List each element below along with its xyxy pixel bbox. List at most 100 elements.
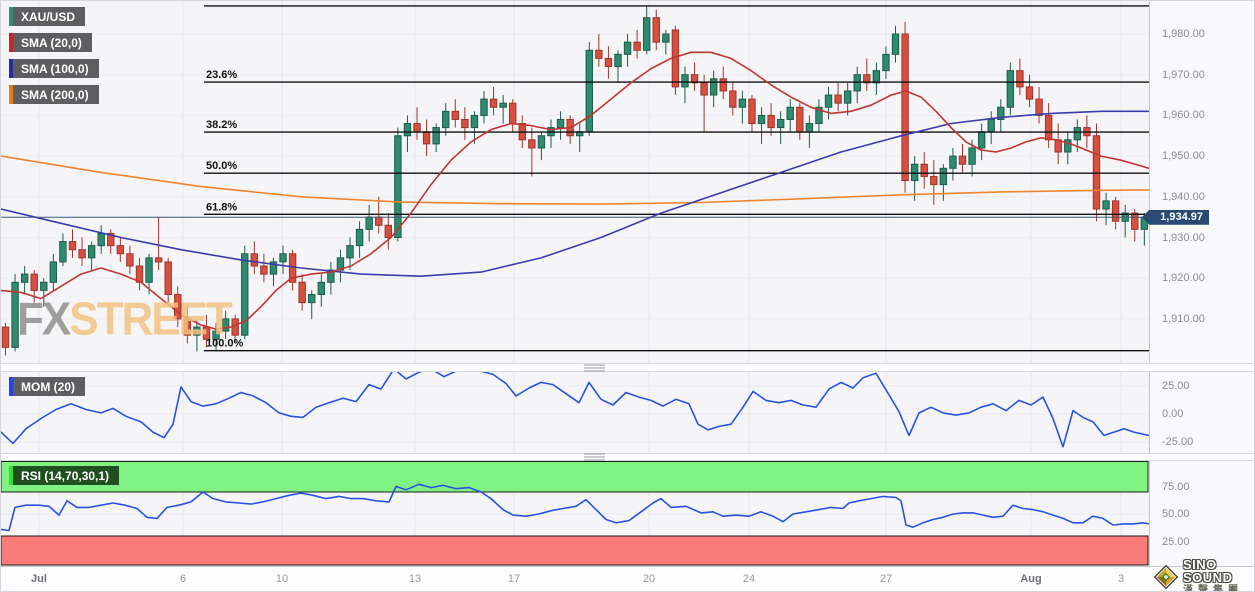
axis-tick-label: 1,980.00 <box>1162 28 1205 40</box>
candle-body <box>767 114 775 129</box>
price-pane[interactable]: 23.6% 38.2% 50.0% 61.8% 100.0% <box>1 1 1149 363</box>
price-axis[interactable]: 1,980.00 1,970.00 1,960.00 1,950.00 1,940.00… <box>1149 1 1254 566</box>
candle-body <box>872 70 881 84</box>
candle-body <box>681 74 689 88</box>
time-axis-label: 6 <box>179 573 187 585</box>
axis-tick-label: 1,940.00 <box>1162 190 1205 203</box>
momentum-color-bar <box>9 377 13 396</box>
legend-item-sma100[interactable]: SMA (100,0) <box>9 59 99 78</box>
candle-body <box>432 127 440 145</box>
sma20-label: SMA (20,0) <box>21 36 82 50</box>
momentum-pane[interactable] <box>1 372 1149 453</box>
rsi-line <box>1 483 1149 532</box>
time-axis-label: Jul <box>31 573 47 585</box>
fib-label: 23.6% <box>206 69 237 81</box>
candle-body <box>891 33 900 55</box>
candle-body <box>451 110 459 120</box>
fib-label: 50.0% <box>206 160 237 172</box>
candle-body <box>1092 135 1101 210</box>
time-axis-label: 13 <box>408 573 422 585</box>
candle-body <box>824 94 833 108</box>
candle-body <box>796 106 804 133</box>
momentum-chart[interactable] <box>1 372 1149 453</box>
candle-body <box>843 90 852 104</box>
candle-body <box>997 106 1005 120</box>
candle-body <box>384 224 393 238</box>
time-axis-label: 27 <box>879 573 893 585</box>
sino-sound-logo-icon <box>1153 564 1179 590</box>
time-axis[interactable]: Jul 6 10 13 17 20 24 27 Aug 3 <box>1 566 1254 591</box>
fib-label: 61.8% <box>206 201 237 213</box>
time-axis-label: 20 <box>642 573 656 585</box>
candle-body <box>1035 98 1043 116</box>
axis-tick-label: 0.00 <box>1162 408 1184 420</box>
legend-item-symbol[interactable]: XAU/USD <box>9 7 86 26</box>
candle-body <box>145 257 153 283</box>
legend-item-sma20[interactable]: SMA (20,0) <box>9 33 92 52</box>
sma100-color-bar <box>9 59 13 78</box>
time-axis-label: 17 <box>507 573 521 585</box>
fib-label: 38.2% <box>206 119 237 131</box>
fib-label: 100.0% <box>206 338 244 350</box>
candle-body <box>958 155 967 165</box>
candle-body <box>499 102 507 108</box>
candle-body <box>1102 200 1110 210</box>
candle-body <box>882 53 890 72</box>
momentum-legend-item[interactable]: MOM (20) <box>9 377 85 396</box>
rsi-legend-item[interactable]: RSI (14,70,30,1) <box>9 466 120 485</box>
candle-body <box>690 74 699 84</box>
rsi-color-bar <box>9 466 13 485</box>
candle-body <box>480 98 488 116</box>
candle-body <box>910 163 919 182</box>
rsi-overbought-zone <box>1 461 1149 493</box>
pane-separator <box>1 453 1254 461</box>
candle-body <box>403 123 412 137</box>
candle-body <box>1 326 10 348</box>
axis-tick-label: -25.00 <box>1162 436 1194 449</box>
candle-body <box>221 318 230 332</box>
sma100-label: SMA (100,0) <box>21 62 89 76</box>
candle-body <box>1073 127 1082 141</box>
candle-body <box>126 253 134 267</box>
momentum-label: MOM (20) <box>21 380 75 394</box>
rsi-chart[interactable] <box>1 461 1149 566</box>
time-axis-label: Aug <box>1020 573 1042 585</box>
candle-body <box>40 281 48 291</box>
candle-body <box>78 249 86 259</box>
pane-resize-handle[interactable] <box>584 453 605 461</box>
current-price-badge: 1,934.97 <box>1142 209 1209 225</box>
candlestick-chart[interactable]: 23.6% 38.2% 50.0% 61.8% 100.0% <box>1 1 1149 363</box>
candle-body <box>815 106 823 125</box>
candle-body <box>1006 70 1015 108</box>
time-axis-label: 3 <box>1117 573 1125 585</box>
candle-body <box>1016 70 1024 88</box>
candle-body <box>375 216 383 226</box>
candle-body <box>652 17 660 43</box>
axis-tick-label: 75.00 <box>1162 480 1190 493</box>
time-axis-label: 24 <box>742 573 756 585</box>
candle-body <box>987 118 995 133</box>
candle-body <box>20 273 29 283</box>
candle-body <box>461 118 469 129</box>
candle-body <box>968 147 976 165</box>
sma200-color-bar <box>9 85 13 104</box>
candle-body <box>977 131 986 149</box>
candle-body <box>279 253 287 263</box>
pane-separator <box>1 363 1254 372</box>
pane-resize-handle[interactable] <box>584 364 605 371</box>
sma-line <box>1 155 1149 205</box>
candle-body <box>107 232 115 247</box>
logo-text-line2: 漢聲集團 <box>1183 585 1244 592</box>
candle-body <box>604 57 613 68</box>
candle-body <box>930 175 938 186</box>
candle-body <box>489 98 498 108</box>
rsi-oversold-zone <box>1 535 1149 566</box>
candle-body <box>709 78 718 96</box>
candle-body <box>298 281 306 304</box>
symbol-color-bar <box>9 7 13 26</box>
candle-body <box>336 257 345 271</box>
rsi-pane[interactable] <box>1 461 1149 566</box>
candle-body <box>135 265 144 283</box>
legend-item-sma200[interactable]: SMA (200,0) <box>9 85 99 104</box>
candle-body <box>260 265 268 275</box>
